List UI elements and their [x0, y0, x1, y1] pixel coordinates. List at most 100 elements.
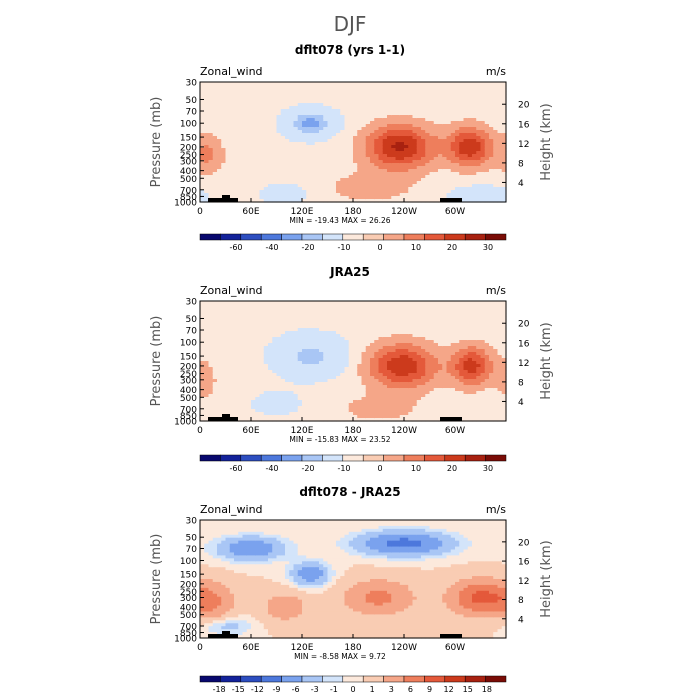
contour-cell — [387, 133, 392, 137]
contour-cell — [344, 418, 350, 422]
contour-cell — [391, 310, 397, 314]
contour-cell — [229, 313, 235, 317]
contour-cell — [476, 91, 482, 95]
contour-cell — [297, 367, 303, 371]
contour-cell — [200, 385, 205, 389]
contour-cell — [399, 97, 405, 101]
contour-cell — [276, 310, 282, 314]
contour-cell — [387, 328, 392, 332]
contour-cell — [378, 334, 384, 338]
contour-cell — [374, 370, 380, 374]
contour-cell — [391, 178, 397, 182]
contour-cell — [387, 367, 392, 371]
contour-cell — [378, 358, 384, 362]
contour-cell — [438, 124, 443, 128]
contour-cell — [200, 319, 205, 323]
contour-cell — [501, 190, 507, 194]
contour-cell — [357, 409, 363, 413]
contour-cell — [251, 343, 256, 347]
contour-cell — [408, 139, 414, 143]
contour-cell — [204, 355, 210, 359]
contour-cell — [259, 409, 265, 413]
contour-cell — [425, 115, 431, 119]
contour-cell — [412, 334, 418, 338]
contour-cell — [327, 85, 333, 89]
contour-cell — [497, 133, 503, 137]
contour-cell — [361, 184, 367, 188]
contour-cell — [306, 370, 312, 374]
contour-cell — [212, 106, 218, 110]
contour-cell — [378, 196, 384, 200]
y-tick-label: 700 — [180, 186, 197, 196]
contour-cell — [348, 379, 354, 383]
contour-cell — [425, 91, 431, 95]
contour-cell — [370, 106, 375, 110]
contour-cell — [255, 334, 261, 338]
contour-cell — [336, 142, 341, 146]
contour-cell — [229, 331, 235, 335]
contour-cell — [416, 103, 422, 107]
contour-cell — [370, 322, 375, 326]
contour-cell — [399, 103, 405, 107]
contour-cell — [353, 103, 358, 107]
contour-cell — [442, 157, 448, 161]
contour-cell — [484, 190, 490, 194]
contour-cell — [340, 82, 346, 86]
contour-cell — [391, 82, 397, 86]
contour-cell — [314, 118, 320, 122]
contour-cell — [259, 145, 265, 149]
contour-cell — [297, 157, 303, 161]
contour-cell — [293, 133, 299, 137]
contour-cell — [263, 316, 269, 320]
contour-cell — [429, 136, 435, 140]
contour-cell — [323, 346, 329, 350]
contour-cell — [433, 172, 439, 176]
contour-cell — [289, 172, 295, 176]
contour-cell — [382, 343, 388, 347]
contour-cell — [285, 403, 290, 407]
contour-cell — [365, 175, 371, 179]
contour-cell — [395, 385, 401, 389]
contour-cell — [340, 403, 346, 407]
contour-cell — [489, 109, 494, 113]
contour-cell — [314, 316, 320, 320]
contour-cell — [251, 322, 256, 326]
contour-cell — [246, 97, 252, 101]
contour-cell — [344, 367, 350, 371]
contour-cell — [212, 85, 218, 89]
contour-cell — [331, 187, 337, 191]
contour-cell — [382, 394, 388, 398]
contour-cell — [412, 337, 418, 341]
contour-cell — [374, 193, 380, 197]
contour-cell — [497, 175, 503, 179]
contour-cell — [234, 394, 239, 398]
contour-cell — [314, 400, 320, 404]
contour-cell — [204, 409, 210, 413]
contour-cell — [217, 355, 222, 359]
contour-cell — [378, 322, 384, 326]
contour-cell — [455, 139, 460, 143]
contour-cell — [365, 358, 371, 362]
contour-cell — [289, 349, 295, 353]
contour-cell — [493, 178, 499, 182]
contour-cell — [276, 400, 282, 404]
contour-cell — [382, 361, 388, 365]
contour-cell — [242, 118, 248, 122]
contour-cell — [234, 349, 239, 353]
contour-cell — [200, 304, 205, 308]
contour-cell — [293, 352, 299, 356]
contour-cell — [467, 109, 473, 113]
contour-cell — [412, 160, 418, 164]
contour-cell — [433, 148, 439, 152]
contour-cell — [276, 103, 282, 107]
contour-cell — [255, 370, 261, 374]
contour-cell — [408, 385, 414, 389]
contour-cell — [319, 304, 324, 308]
contour-cell — [391, 91, 397, 95]
contour-cell — [314, 121, 320, 125]
contour-cell — [238, 391, 244, 395]
contour-cell — [438, 169, 443, 173]
contour-cell — [251, 328, 256, 332]
contour-cell — [476, 136, 482, 140]
contour-cell — [463, 130, 469, 134]
